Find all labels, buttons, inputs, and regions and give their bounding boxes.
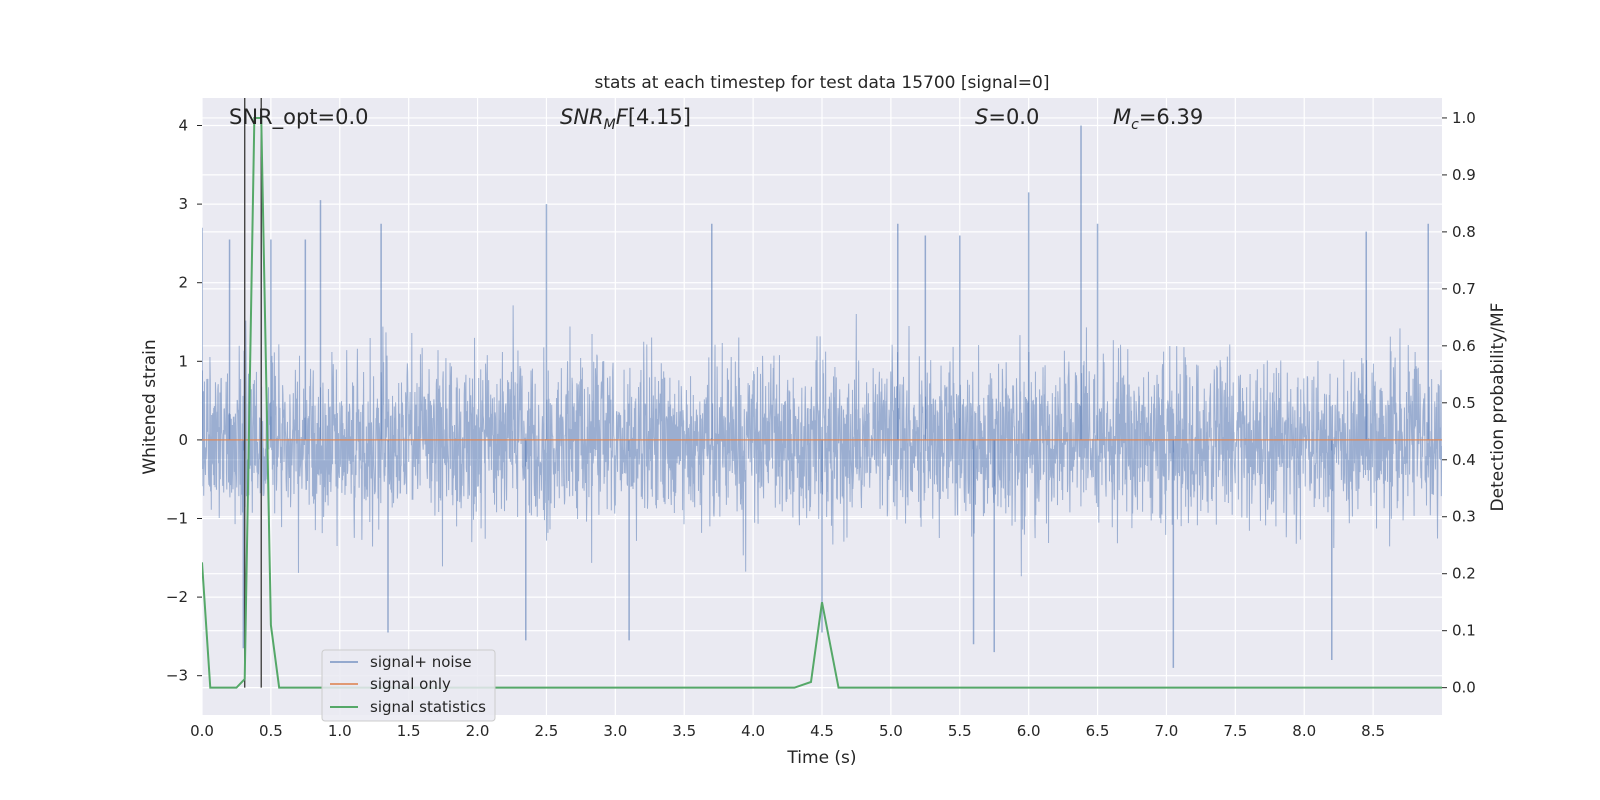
grid-lines: [201, 98, 1442, 715]
y-left-tick-label: 2: [178, 274, 188, 292]
y-left-tick-label: −2: [166, 588, 188, 606]
y-right-tick-label: 0.8: [1452, 223, 1476, 241]
chart-title: stats at each timestep for test data 157…: [595, 73, 1050, 93]
y-right-tick-label: 0.2: [1452, 565, 1476, 583]
legend-label-statistics: signal statistics: [370, 698, 486, 716]
y-left-tick-label: −1: [166, 510, 188, 528]
y-right-tick-label: 0.0: [1452, 679, 1476, 697]
x-tick-label: 1.0: [328, 722, 352, 740]
y-left-tick-label: −3: [166, 667, 188, 685]
x-axis-ticks: 0.0 0.5 1.0 1.5 2.0 2.5 3.0 3.5 4.0 4.5 5.0 5.5 6.0 6…: [190, 722, 1385, 740]
y-right-tick-label: 0.4: [1452, 451, 1476, 469]
x-tick-label: 4.5: [810, 722, 834, 740]
x-tick-label: 8.5: [1361, 722, 1385, 740]
annotation-mc: Mc=6.39: [1113, 105, 1203, 133]
x-tick-label: 1.5: [397, 722, 421, 740]
annotation-s: S=0.0: [975, 105, 1039, 129]
legend: signal+ noise signal only signal statist…: [321, 649, 496, 722]
y-right-tick-label: 1.0: [1452, 109, 1476, 127]
x-tick-label: 4.0: [741, 722, 765, 740]
y-right-tick-label: 0.9: [1452, 166, 1476, 184]
vertical-markers: [244, 98, 262, 688]
x-tick-label: 0.5: [259, 722, 283, 740]
y-right-tick-label: 0.7: [1452, 280, 1476, 298]
x-tick-label: 7.5: [1223, 722, 1247, 740]
y-right-axis-label: Detection probability/MF: [1488, 303, 1508, 512]
x-tick-label: 8.0: [1292, 722, 1316, 740]
signal-statistics-line: [202, 116, 1442, 689]
y-right-tick-label: 0.5: [1452, 394, 1476, 412]
y-left-tick-label: 3: [178, 195, 188, 213]
legend-box: [321, 649, 496, 722]
y-left-tick-label: 0: [178, 431, 188, 449]
x-tick-label: 2.0: [466, 722, 490, 740]
legend-label-noise: signal+ noise: [370, 653, 472, 671]
x-tick-label: 3.5: [672, 722, 696, 740]
y-left-axis-label: Whitened strain: [140, 339, 160, 474]
y-right-axis-ticks: 1.0 0.9 0.8 0.7 0.6 0.5 0.4 0.3 0.2 0.1 0.0: [1442, 109, 1476, 697]
series-signal-statistics: [202, 116, 1442, 689]
y-right-tick-label: 0.3: [1452, 508, 1476, 526]
annotation-snr-opt: SNR_opt=0.0: [229, 105, 369, 130]
y-left-tick-label: 4: [178, 117, 188, 135]
annotation-mc-value: =6.39: [1139, 105, 1203, 129]
x-tick-label: 0.0: [190, 722, 214, 740]
x-tick-label: 3.0: [603, 722, 627, 740]
annotation-snr-mf: SNRMF[4.15]: [560, 105, 691, 133]
annotation-s-value: =0.0: [988, 105, 1039, 129]
x-tick-label: 5.5: [948, 722, 972, 740]
y-left-tick-label: 1: [178, 352, 188, 370]
y-right-tick-label: 0.1: [1452, 622, 1476, 640]
y-right-tick-label: 0.6: [1452, 337, 1476, 355]
x-axis-label: Time (s): [786, 748, 856, 768]
x-tick-label: 6.0: [1017, 722, 1041, 740]
series-signal-noise: [202, 125, 1442, 668]
annotation-snr-mf-value: [4.15]: [628, 105, 691, 129]
x-tick-label: 5.0: [879, 722, 903, 740]
plot-area: [202, 98, 1442, 689]
y-left-axis-ticks: 4 3 2 1 0 −1 −2 −3: [166, 117, 202, 685]
x-tick-label: 6.5: [1086, 722, 1110, 740]
x-tick-label: 2.5: [535, 722, 559, 740]
legend-label-signal: signal only: [370, 675, 451, 693]
x-tick-label: 7.0: [1155, 722, 1179, 740]
